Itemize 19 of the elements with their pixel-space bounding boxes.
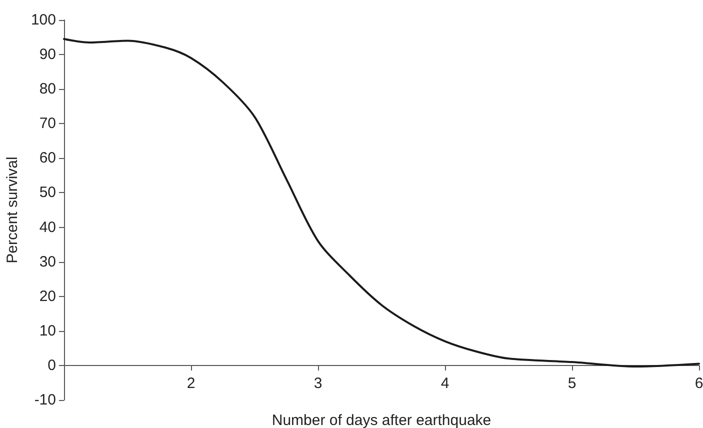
y-tick-label: 70 — [39, 115, 56, 132]
x-tick-label: 6 — [694, 375, 703, 392]
y-tick-label: -10 — [34, 392, 56, 408]
x-axis-title: Number of days after earthquake — [272, 412, 492, 428]
y-tick-label: 100 — [30, 12, 56, 28]
y-tick-label: 10 — [39, 322, 56, 340]
y-tick-label: 30 — [39, 253, 56, 270]
y-tick-label: 40 — [39, 218, 56, 236]
y-tick-label: 0 — [48, 356, 56, 374]
y-axis-title: Percent survival — [4, 156, 22, 264]
y-tick-label: 80 — [39, 80, 56, 98]
x-tick-label: 5 — [568, 375, 576, 392]
y-tick-label: 60 — [39, 150, 56, 167]
y-tick-label: 20 — [39, 288, 56, 305]
x-tick-label: 4 — [440, 375, 450, 392]
x-tick-label: 2 — [186, 375, 196, 392]
y-tick-label: 90 — [39, 46, 56, 64]
y-tick-label: 50 — [39, 184, 56, 202]
x-tick-label: 3 — [314, 375, 322, 392]
